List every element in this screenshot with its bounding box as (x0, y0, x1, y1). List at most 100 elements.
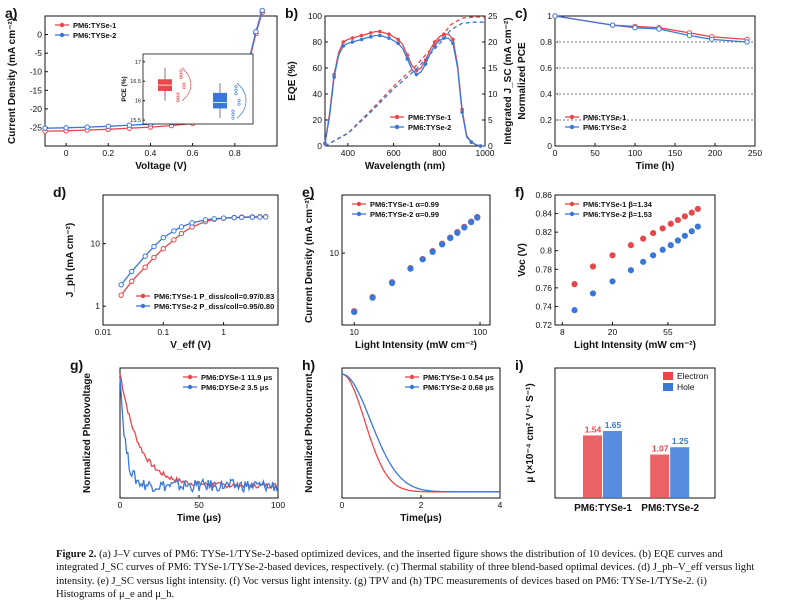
data-point (323, 141, 327, 146)
plot-frame (554, 15, 756, 147)
data-point (368, 31, 373, 35)
data-point (369, 294, 376, 301)
legend-entry: PM6:TYSe-1 (73, 21, 116, 30)
y-axis-label: Normalized PCE (517, 42, 528, 120)
data-point (189, 220, 195, 226)
y2-axis-label: Integrated J_SC (mA cm⁻²) (503, 17, 514, 144)
data-point (659, 246, 666, 253)
data-point (249, 214, 256, 220)
plot-frame (554, 194, 716, 326)
data-point (142, 264, 148, 270)
y-tick-label: 40 (313, 89, 323, 99)
data-label: 1.25 (672, 436, 689, 446)
x-tick-label: 250 (748, 148, 762, 158)
figure-canvas: a) 0 0.2 0.4 0.6 0.8 -25 -20 -15 -10 -5 0 Voltage (V… (5, 5, 762, 524)
legend-entry: PM6:TYSe-2 0.68 μs (423, 383, 494, 392)
data-point (259, 7, 265, 14)
legend-marker (356, 201, 362, 207)
y2-tick-label: 5 (488, 115, 493, 125)
box-distribution (236, 82, 247, 119)
x-axis-label: Light Intensity (mW cm⁻²) (355, 340, 477, 351)
data-point (368, 35, 373, 39)
data-point (239, 214, 245, 221)
inset-boxplot: 15.5 16 16.5 17 PCE (%) (121, 53, 254, 125)
x-tick-label: 0.8 (229, 148, 241, 158)
data-point (378, 29, 382, 34)
data-point (681, 232, 688, 239)
data-point (609, 278, 616, 285)
data-point (387, 36, 391, 40)
legend-marker (187, 374, 193, 380)
data-point (118, 282, 124, 288)
data-point (609, 22, 616, 28)
y-tick-label: 0.74 (535, 301, 552, 311)
x-tick-label: 600 (386, 148, 400, 158)
legend-entry: PM6:DYSe-2 3.5 μs (201, 383, 269, 392)
box-point (179, 72, 183, 76)
y-tick-label: 0.84 (535, 209, 552, 219)
data-point (341, 44, 346, 48)
inset-tick-label: 15.5 (130, 118, 141, 124)
inset-tick-label: 16.5 (130, 79, 141, 85)
x-tick-label: 50 (590, 148, 600, 158)
y-tick-label: 0.4 (540, 89, 552, 99)
data-point (202, 217, 209, 223)
y-axis-label: Current Density (mA cm⁻²) (304, 197, 315, 323)
data-point (454, 229, 461, 236)
plot-frame (341, 194, 491, 326)
data-point (656, 26, 662, 32)
y-tick-label: -15 (30, 85, 43, 95)
data-point (231, 215, 237, 221)
y-tick-label: -20 (30, 104, 43, 114)
legend-entry: PM6:TYSe-1 α=0.99 (370, 200, 439, 209)
box-point (231, 109, 235, 113)
legend-marker (187, 384, 193, 390)
data-point (129, 278, 135, 284)
panel-label: g) (70, 357, 83, 373)
x-tick-label: 55 (663, 327, 673, 337)
x-axis-label: Wavelength (nm) (365, 161, 445, 172)
x-tick-label: 1 (221, 327, 226, 337)
data-point (650, 252, 657, 259)
bar (670, 447, 690, 498)
plot-frame (102, 194, 279, 326)
data-point (694, 223, 701, 230)
panel-label: h) (302, 357, 315, 373)
legend-marker (409, 384, 415, 390)
chart-panel-i: i)μ (×10⁻⁴ cm² V⁻¹ S⁻¹) PM6:TYSe-1 1.54 1.6… (515, 357, 716, 514)
x-axis-label: Time(μs) (400, 513, 442, 524)
y-tick-label: 0.72 (535, 320, 552, 330)
panel-label: d) (53, 184, 66, 200)
category-label: PM6:TYSe-2 (641, 503, 699, 514)
data-point (126, 122, 133, 128)
data-point (688, 209, 695, 216)
y2-tick-label: 15 (488, 63, 498, 73)
y-tick-label: 0.76 (535, 283, 552, 293)
y-tick-label: 0 (547, 141, 552, 151)
y-tick-label: 0.6 (540, 63, 552, 73)
y-tick-label: -10 (30, 67, 43, 77)
caption-text: (a) J–V curves of PM6: TYSe-1/TYSe-2-bas… (56, 549, 755, 601)
data-point (681, 213, 688, 220)
legend-marker (394, 124, 400, 130)
chart-panel-g: g) 0 50 100 Time (μs) Normalized Photovoltage… (70, 357, 285, 524)
box-point (176, 99, 180, 103)
chart-panel-a: a) 0 0.2 0.4 0.6 0.8 -25 -20 -15 -10 -5 0 Voltage (V… (5, 5, 278, 172)
series-line (324, 30, 485, 147)
bar (603, 430, 622, 498)
box-point (234, 85, 238, 89)
data-point (396, 41, 400, 46)
data-point (627, 267, 635, 274)
x-tick-label: 20 (608, 327, 618, 337)
data-point (359, 37, 364, 42)
data-point (609, 252, 616, 259)
y-tick-label: 60 (313, 63, 323, 73)
data-point (429, 248, 436, 255)
x-tick-label: 800 (432, 148, 446, 158)
x-tick-label: 0 (118, 500, 123, 510)
legend-marker (59, 32, 65, 38)
box-point (234, 92, 238, 96)
data-point (694, 205, 701, 213)
data-point (42, 125, 48, 131)
